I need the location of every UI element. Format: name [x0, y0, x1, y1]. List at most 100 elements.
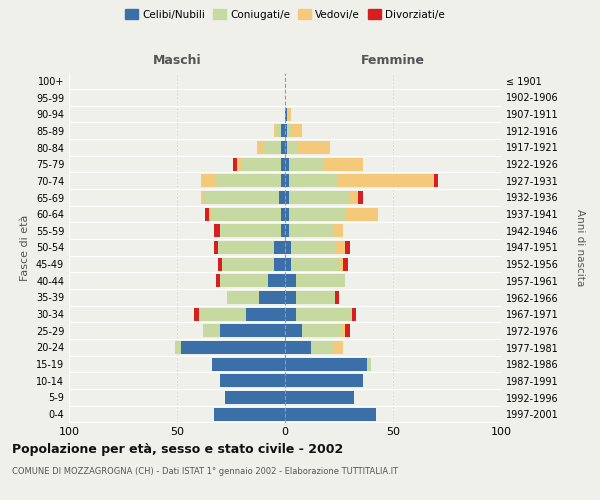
Bar: [214, 408, 285, 420]
Bar: [285, 341, 311, 354]
Bar: [292, 124, 302, 138]
Bar: [181, 341, 285, 354]
Bar: [214, 241, 218, 254]
Bar: [281, 141, 285, 154]
Bar: [335, 291, 339, 304]
Legend: Celibi/Nubili, Coniugati/e, Vedovi/e, Divorziati/e: Celibi/Nubili, Coniugati/e, Vedovi/e, Di…: [121, 5, 449, 24]
Bar: [224, 391, 285, 404]
Bar: [346, 208, 378, 220]
Bar: [274, 241, 285, 254]
Bar: [332, 341, 343, 354]
Bar: [281, 124, 285, 138]
Bar: [281, 174, 285, 188]
Bar: [346, 324, 350, 338]
Bar: [335, 241, 346, 254]
Bar: [285, 258, 292, 270]
Bar: [289, 191, 350, 204]
Bar: [285, 308, 296, 320]
Bar: [257, 141, 263, 154]
Bar: [203, 191, 278, 204]
Bar: [220, 374, 285, 388]
Bar: [302, 324, 341, 338]
Bar: [278, 191, 285, 204]
Bar: [285, 408, 376, 420]
Bar: [285, 391, 354, 404]
Bar: [218, 258, 223, 270]
Bar: [285, 108, 287, 120]
Bar: [285, 224, 289, 237]
Bar: [341, 324, 346, 338]
Bar: [292, 258, 339, 270]
Bar: [285, 291, 296, 304]
Bar: [285, 374, 363, 388]
Text: Popolazione per età, sesso e stato civile - 2002: Popolazione per età, sesso e stato civil…: [12, 442, 343, 456]
Bar: [227, 291, 259, 304]
Bar: [209, 208, 212, 220]
Bar: [285, 191, 289, 204]
Bar: [281, 208, 285, 220]
Bar: [350, 191, 358, 204]
Bar: [298, 141, 331, 154]
Bar: [289, 224, 332, 237]
Bar: [292, 241, 335, 254]
Bar: [201, 191, 203, 204]
Bar: [296, 308, 352, 320]
Bar: [201, 174, 216, 188]
Bar: [242, 158, 281, 170]
Bar: [216, 174, 281, 188]
Bar: [367, 358, 371, 370]
Bar: [212, 208, 281, 220]
Bar: [281, 224, 285, 237]
Bar: [281, 158, 285, 170]
Bar: [339, 258, 343, 270]
Bar: [194, 308, 199, 320]
Bar: [285, 358, 367, 370]
Bar: [268, 274, 285, 287]
Bar: [296, 291, 335, 304]
Bar: [285, 274, 296, 287]
Bar: [220, 324, 285, 338]
Bar: [337, 174, 434, 188]
Bar: [343, 258, 347, 270]
Bar: [285, 141, 287, 154]
Bar: [214, 224, 220, 237]
Bar: [358, 191, 363, 204]
Bar: [352, 308, 356, 320]
Bar: [277, 124, 281, 138]
Bar: [274, 258, 285, 270]
Text: Femmine: Femmine: [361, 54, 425, 68]
Bar: [246, 308, 285, 320]
Bar: [285, 174, 289, 188]
Bar: [434, 174, 439, 188]
Bar: [285, 208, 289, 220]
Bar: [289, 158, 324, 170]
Bar: [263, 141, 281, 154]
Bar: [287, 124, 292, 138]
Bar: [289, 208, 346, 220]
Bar: [332, 224, 343, 237]
Bar: [287, 108, 292, 120]
Bar: [199, 308, 246, 320]
Bar: [285, 324, 302, 338]
Bar: [311, 341, 332, 354]
Y-axis label: Fasce di età: Fasce di età: [20, 214, 30, 280]
Bar: [289, 174, 337, 188]
Y-axis label: Anni di nascita: Anni di nascita: [575, 209, 586, 286]
Bar: [220, 224, 281, 237]
Bar: [259, 291, 285, 304]
Bar: [238, 158, 242, 170]
Bar: [285, 158, 289, 170]
Bar: [212, 358, 285, 370]
Bar: [285, 124, 287, 138]
Bar: [203, 324, 220, 338]
Text: COMUNE DI MOZZAGROGNA (CH) - Dati ISTAT 1° gennaio 2002 - Elaborazione TUTTITALI: COMUNE DI MOZZAGROGNA (CH) - Dati ISTAT …: [12, 468, 398, 476]
Bar: [220, 274, 268, 287]
Bar: [233, 158, 238, 170]
Text: Maschi: Maschi: [152, 54, 202, 68]
Bar: [205, 208, 209, 220]
Bar: [223, 258, 274, 270]
Bar: [274, 124, 277, 138]
Bar: [296, 274, 346, 287]
Bar: [175, 341, 181, 354]
Bar: [285, 241, 292, 254]
